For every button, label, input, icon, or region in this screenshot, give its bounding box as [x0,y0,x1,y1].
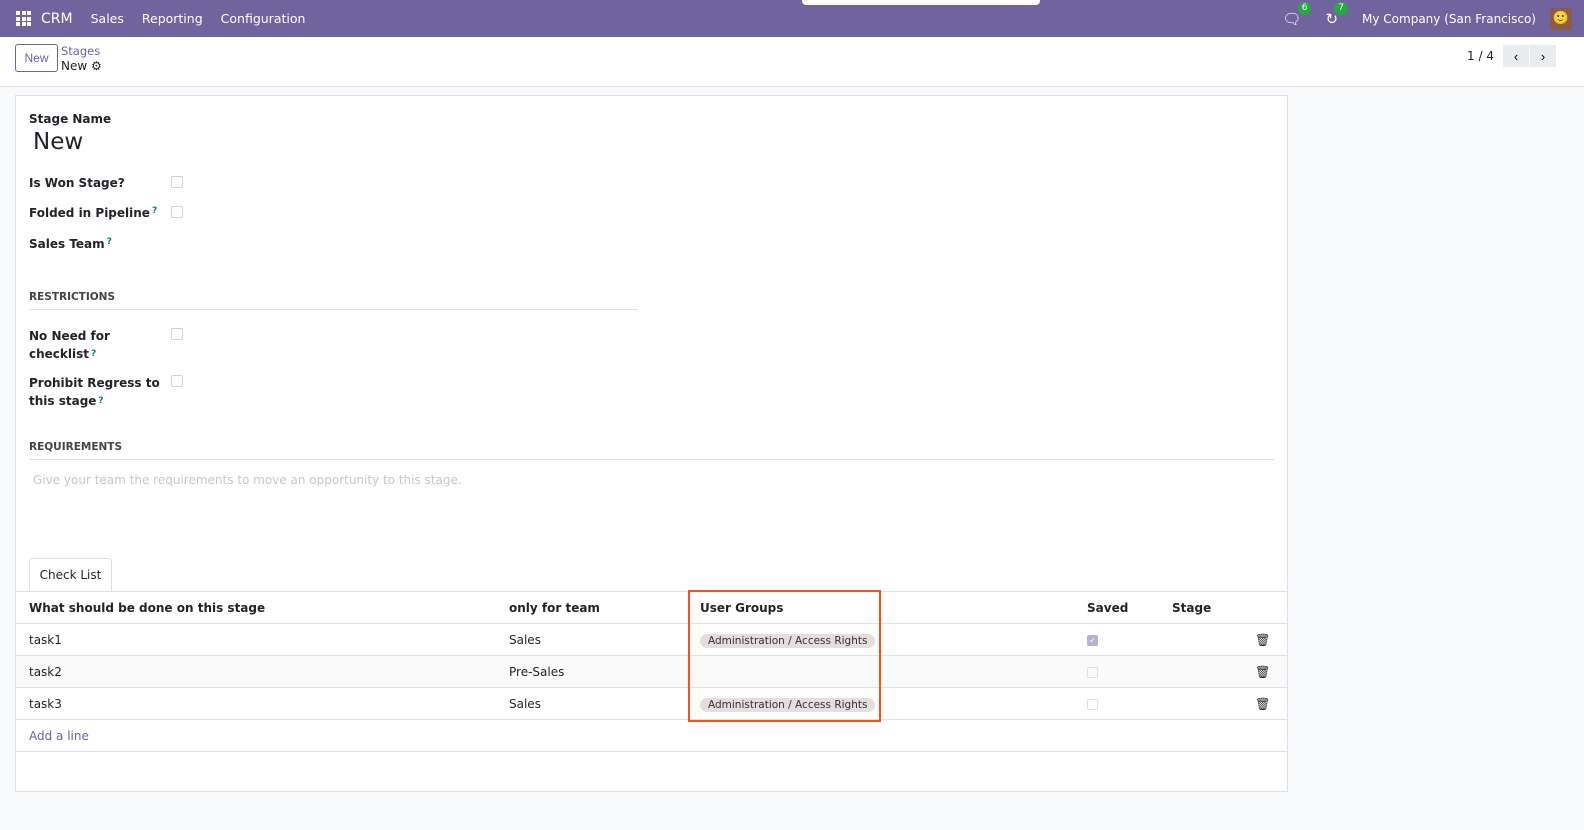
prohibit-label: Prohibit Regress to this stage? [29,374,160,410]
form-sheet: Stage Name New Is Won Stage? Folded in P… [15,95,1288,792]
user-avatar[interactable]: 🙂 [1550,7,1572,30]
col-saved[interactable]: Saved [1074,591,1159,624]
apps-grid-icon[interactable] [16,11,31,26]
prohibit-label-1: Prohibit Regress to [29,376,160,390]
saved-checkbox[interactable] [1087,666,1098,678]
help-icon[interactable]: ? [106,237,112,247]
checklist-table: What should be done on this stage only fo… [16,591,1287,752]
team-cell[interactable]: Pre-Sales [496,655,687,688]
activities-badge: 7 [1334,1,1349,15]
no-need-checkbox[interactable] [171,328,183,340]
help-icon[interactable]: ? [151,206,158,216]
no-need-label: No Need for checklist? [29,327,110,363]
menu-configuration[interactable]: Configuration [220,11,306,26]
task-cell[interactable]: task2 [16,655,496,688]
sales-team-label: Sales Team? [29,237,112,251]
task-cell[interactable]: task1 [16,623,496,656]
team-cell[interactable]: Sales [496,623,687,656]
user-group-tag: Administration / Access Rights [700,633,876,648]
col-team[interactable]: only for team [496,591,687,624]
restrictions-heading: RESTRICTIONS [29,291,638,310]
top-navbar: CRM Sales Reporting Configuration 🗨 6 ↻ 7 … [0,0,1584,37]
gear-icon[interactable]: ⚙ [91,59,102,73]
team-cell[interactable]: Sales [496,687,687,720]
trash-icon[interactable]: 🗑 [1255,632,1271,647]
stage-name-field[interactable]: New [33,129,84,155]
menu-sales[interactable]: Sales [90,11,124,26]
messages-icon[interactable]: 🗨 6 [1282,1,1312,28]
is-won-checkbox[interactable] [171,176,183,188]
task-cell[interactable]: task3 [16,687,496,720]
add-line-link[interactable]: Add a line [16,719,1287,752]
no-need-label-1: No Need for [29,329,110,343]
folded-label: Folded in Pipeline? [29,206,157,220]
breadcrumb-stages[interactable]: Stages [61,44,101,58]
top-overlay [802,0,1040,5]
stage-name-label: Stage Name [29,112,112,126]
company-switcher[interactable]: My Company (San Francisco) [1362,11,1536,26]
saved-checkbox[interactable]: ✓ [1087,634,1098,646]
menu-reporting[interactable]: Reporting [141,11,203,26]
table-row[interactable]: task2 Pre-Sales 🗑 [16,655,1287,688]
pager-value[interactable]: 1 / 4 [1467,49,1494,63]
requirements-heading: REQUIREMENTS [29,441,1274,460]
help-icon[interactable]: ? [91,349,97,359]
saved-checkbox[interactable] [1087,698,1098,710]
trash-icon[interactable]: 🗑 [1255,664,1271,679]
help-icon[interactable]: ? [98,396,104,406]
control-panel: New Stages New ⚙ 1 / 4 ‹ › [0,37,1584,87]
highlight-box [688,590,881,722]
col-stage[interactable]: Stage [1159,591,1243,624]
activities-icon[interactable]: ↻ 7 [1325,1,1349,28]
table-row[interactable]: task1 Sales Administration / Access Rights… [16,623,1287,656]
pager-previous-button[interactable]: ‹ [1502,45,1529,67]
user-group-tag: Administration / Access Rights [700,697,876,712]
folded-checkbox[interactable] [171,206,183,218]
prohibit-checkbox[interactable] [171,375,183,387]
folded-label-text: Folded in Pipeline [29,206,150,220]
pager-next-button[interactable]: › [1529,45,1556,67]
messages-badge: 6 [1297,1,1312,15]
is-won-label: Is Won Stage? [29,176,125,190]
col-task[interactable]: What should be done on this stage [16,591,496,624]
prohibit-label-2: this stage [29,394,97,408]
breadcrumb-current-label: New [61,59,88,73]
app-brand[interactable]: CRM [41,10,73,27]
table-row[interactable]: task3 Sales Administration / Access Rights… [16,687,1287,720]
requirements-input[interactable]: Give your team the requirements to move … [33,473,462,487]
no-need-label-2: checklist [29,347,89,361]
tab-check-list[interactable]: Check List [29,558,112,591]
new-button[interactable]: New [15,44,58,72]
sales-team-label-text: Sales Team [29,237,105,251]
trash-icon[interactable]: 🗑 [1255,696,1271,711]
breadcrumb-current: New ⚙ [61,59,102,73]
